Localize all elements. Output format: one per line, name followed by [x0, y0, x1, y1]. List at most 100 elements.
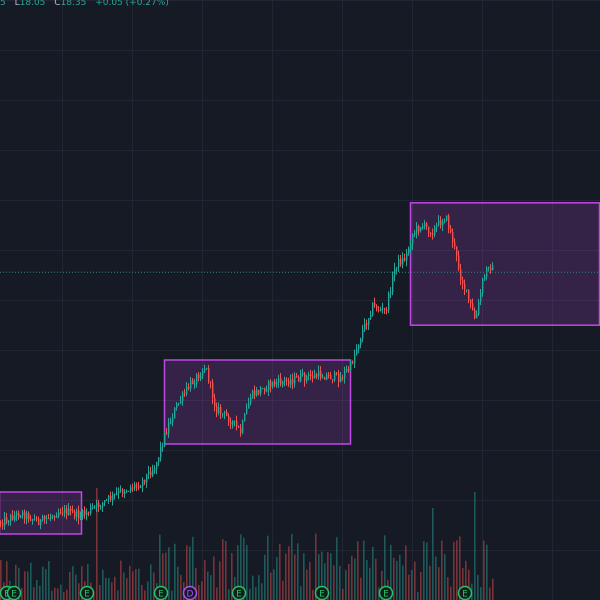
candle-body	[490, 267, 492, 271]
candle-body	[76, 510, 78, 517]
candle-body	[296, 375, 298, 377]
volume-bar	[147, 581, 149, 600]
candle-body	[270, 381, 272, 387]
candle-body	[64, 508, 66, 514]
candle-body	[268, 381, 270, 391]
volume-bar	[300, 586, 302, 600]
candle-body	[284, 379, 286, 382]
change-value: +0.05	[95, 0, 123, 8]
volume-bar	[267, 535, 269, 600]
volume-bar	[189, 546, 191, 600]
volume-bar	[486, 544, 488, 600]
candle-body	[248, 403, 250, 409]
candle-body	[260, 388, 262, 394]
candle-body	[352, 361, 354, 364]
volume-bar	[420, 572, 422, 600]
candle-body	[228, 415, 230, 423]
volume-bar	[288, 546, 290, 600]
candle-body	[488, 267, 490, 269]
volume-bar	[306, 569, 308, 600]
candle-body	[332, 379, 334, 381]
earnings-marker[interactable]: E	[378, 585, 394, 600]
volume-bar	[150, 564, 152, 600]
candle-body	[226, 411, 228, 416]
volume-bar	[75, 574, 77, 600]
candle-body	[398, 258, 400, 268]
candle-body	[198, 374, 200, 379]
marker-letter: E	[236, 590, 242, 600]
volume-bar	[366, 560, 368, 600]
volume-bar	[42, 566, 44, 600]
candle-body	[106, 499, 108, 501]
volume-bar	[6, 561, 8, 600]
volume-bar	[429, 565, 431, 600]
volume-bar	[69, 571, 71, 600]
candle-body	[392, 275, 394, 293]
volume-bar	[351, 555, 353, 600]
earnings-marker[interactable]: E	[6, 585, 22, 600]
candle-body	[480, 293, 482, 302]
earnings-marker[interactable]: E	[79, 585, 95, 600]
earnings-marker[interactable]: E	[457, 585, 473, 600]
candle-body	[154, 468, 156, 471]
volume-bar	[489, 587, 491, 600]
volume-bar	[363, 540, 365, 600]
volume-bar	[372, 546, 374, 600]
candle-body	[34, 518, 36, 520]
consolidation-zones[interactable]	[0, 202, 600, 535]
volume-bar	[477, 574, 479, 600]
candle-body	[88, 512, 90, 514]
candle-body	[8, 521, 10, 523]
candle-body	[330, 375, 332, 380]
candle-body	[40, 519, 42, 526]
volume-bar	[219, 561, 221, 600]
volume-bar	[402, 565, 404, 600]
candle-body	[52, 516, 54, 518]
candle-body	[292, 379, 294, 384]
candle-body	[402, 257, 404, 265]
volume-bar	[237, 545, 239, 600]
candle-body	[220, 407, 222, 414]
dividend-marker[interactable]: D	[182, 585, 198, 600]
marker-letter: D	[187, 590, 194, 600]
volume-bar	[282, 580, 284, 600]
candle-body	[362, 330, 364, 339]
earnings-marker[interactable]: E	[314, 585, 330, 600]
candle-body	[170, 421, 172, 424]
change-percent: (+0.27%)	[125, 0, 169, 8]
candle-body	[232, 421, 234, 425]
candle-body	[406, 253, 408, 261]
volume-bar	[33, 587, 35, 600]
candle-body	[430, 232, 432, 234]
candle-body	[484, 276, 486, 280]
candle-body	[66, 508, 68, 516]
candle-body	[242, 421, 244, 433]
candle-body	[224, 411, 226, 414]
volume-bar	[318, 554, 320, 600]
volume-bar	[369, 567, 371, 600]
candle-body	[460, 268, 462, 280]
event-markers[interactable]: EEEEDEEEE	[0, 585, 473, 600]
marker-letter: E	[462, 590, 468, 600]
candle-body	[442, 221, 444, 226]
candle-body	[478, 301, 480, 315]
candle-body	[110, 495, 112, 500]
earnings-marker[interactable]: E	[153, 585, 169, 600]
volume-bar	[186, 545, 188, 600]
candle-body	[438, 220, 440, 226]
volume-bar	[87, 564, 89, 600]
volume-bar	[132, 571, 134, 600]
candle-body	[124, 492, 126, 494]
volume-bar	[279, 543, 281, 600]
volume-bar	[411, 569, 413, 600]
volume-bar	[255, 587, 257, 600]
volume-bar	[111, 582, 113, 600]
earnings-marker[interactable]: E	[231, 585, 247, 600]
candle-body	[326, 374, 328, 380]
volume-bar	[213, 556, 215, 600]
candle-body	[20, 515, 22, 518]
volume-bar	[423, 541, 425, 600]
candle-body	[404, 257, 406, 261]
